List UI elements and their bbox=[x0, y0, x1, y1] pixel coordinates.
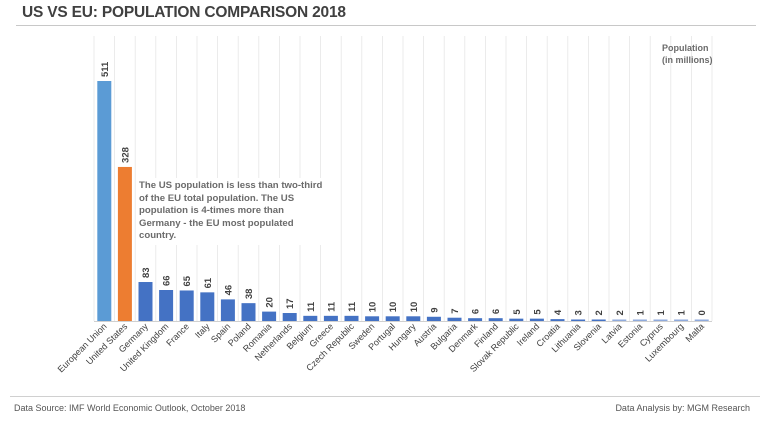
data-source: Data Source: IMF World Economic Outlook,… bbox=[14, 403, 246, 413]
bar-austria bbox=[426, 316, 441, 321]
annotation-text: The US population is less than two-third… bbox=[137, 178, 326, 245]
bar-hungary bbox=[406, 316, 421, 321]
data-label: 1 bbox=[677, 310, 688, 316]
data-label: 11 bbox=[326, 301, 337, 312]
bar-lithuania bbox=[571, 319, 586, 321]
title-divider bbox=[16, 25, 756, 26]
data-label: 2 bbox=[594, 310, 605, 315]
data-label: 20 bbox=[265, 297, 276, 308]
bar-romania bbox=[262, 311, 277, 321]
bar-united-kingdom bbox=[159, 290, 174, 321]
data-label: 4 bbox=[553, 309, 564, 315]
bar-spain bbox=[220, 299, 235, 321]
data-label: 0 bbox=[697, 310, 708, 315]
bar-estonia bbox=[632, 319, 647, 321]
data-label: 10 bbox=[388, 302, 399, 313]
data-label: 17 bbox=[285, 298, 296, 309]
bar-cyprus bbox=[653, 319, 668, 321]
bar-slovenia bbox=[591, 319, 606, 321]
bar-belgium bbox=[303, 315, 318, 321]
bar-latvia bbox=[612, 319, 627, 321]
bar-finland bbox=[488, 318, 503, 321]
data-label: 11 bbox=[306, 301, 317, 312]
bar-netherlands bbox=[282, 313, 297, 321]
footer-divider bbox=[10, 396, 760, 397]
data-label: 83 bbox=[141, 267, 152, 278]
data-label: 6 bbox=[471, 309, 482, 314]
data-label: 66 bbox=[162, 275, 173, 286]
data-label: 46 bbox=[223, 285, 234, 296]
bar-france bbox=[179, 290, 194, 321]
data-label: 1 bbox=[656, 310, 667, 316]
data-label: 65 bbox=[182, 275, 193, 286]
bar-portugal bbox=[385, 316, 400, 321]
unit-label-line2: (in millions) bbox=[662, 55, 713, 65]
bar-ireland bbox=[529, 318, 544, 321]
bar-united-states bbox=[117, 166, 132, 321]
unit-label: Population (in millions) bbox=[662, 42, 713, 66]
bar-bulgaria bbox=[447, 317, 462, 321]
category-label: Malta bbox=[683, 321, 706, 344]
data-analysis-credit: Data Analysis by: MGM Research bbox=[615, 403, 750, 413]
data-label: 5 bbox=[512, 309, 523, 315]
bar-croatia bbox=[550, 319, 565, 321]
data-label: 10 bbox=[368, 302, 379, 313]
bar-greece bbox=[323, 315, 338, 321]
data-label: 6 bbox=[491, 309, 502, 314]
data-label: 5 bbox=[532, 309, 543, 315]
bar-sweden bbox=[365, 316, 380, 321]
data-label: 2 bbox=[615, 310, 626, 315]
data-label: 1 bbox=[635, 310, 646, 316]
data-label: 11 bbox=[347, 301, 358, 312]
data-label: 9 bbox=[429, 307, 440, 312]
bar-poland bbox=[241, 303, 256, 321]
chart-title: US VS EU: POPULATION COMPARISON 2018 bbox=[22, 4, 346, 21]
bar-germany bbox=[138, 282, 153, 321]
data-label: 511 bbox=[100, 61, 111, 77]
bar-denmark bbox=[468, 318, 483, 321]
data-label: 7 bbox=[450, 308, 461, 313]
bar-malta bbox=[694, 319, 709, 321]
bar-european-union bbox=[97, 81, 112, 321]
data-label: 38 bbox=[244, 289, 255, 300]
bar-czech-republic bbox=[344, 315, 359, 321]
data-label: 3 bbox=[574, 310, 585, 315]
data-label: 10 bbox=[409, 302, 420, 313]
category-label: France bbox=[164, 321, 191, 348]
data-label: 61 bbox=[203, 277, 214, 288]
unit-label-line1: Population bbox=[662, 43, 709, 53]
bar-italy bbox=[200, 292, 215, 321]
data-label: 328 bbox=[120, 147, 131, 163]
bar-luxembourg bbox=[674, 319, 689, 321]
bar-slovak-republic bbox=[509, 318, 524, 321]
